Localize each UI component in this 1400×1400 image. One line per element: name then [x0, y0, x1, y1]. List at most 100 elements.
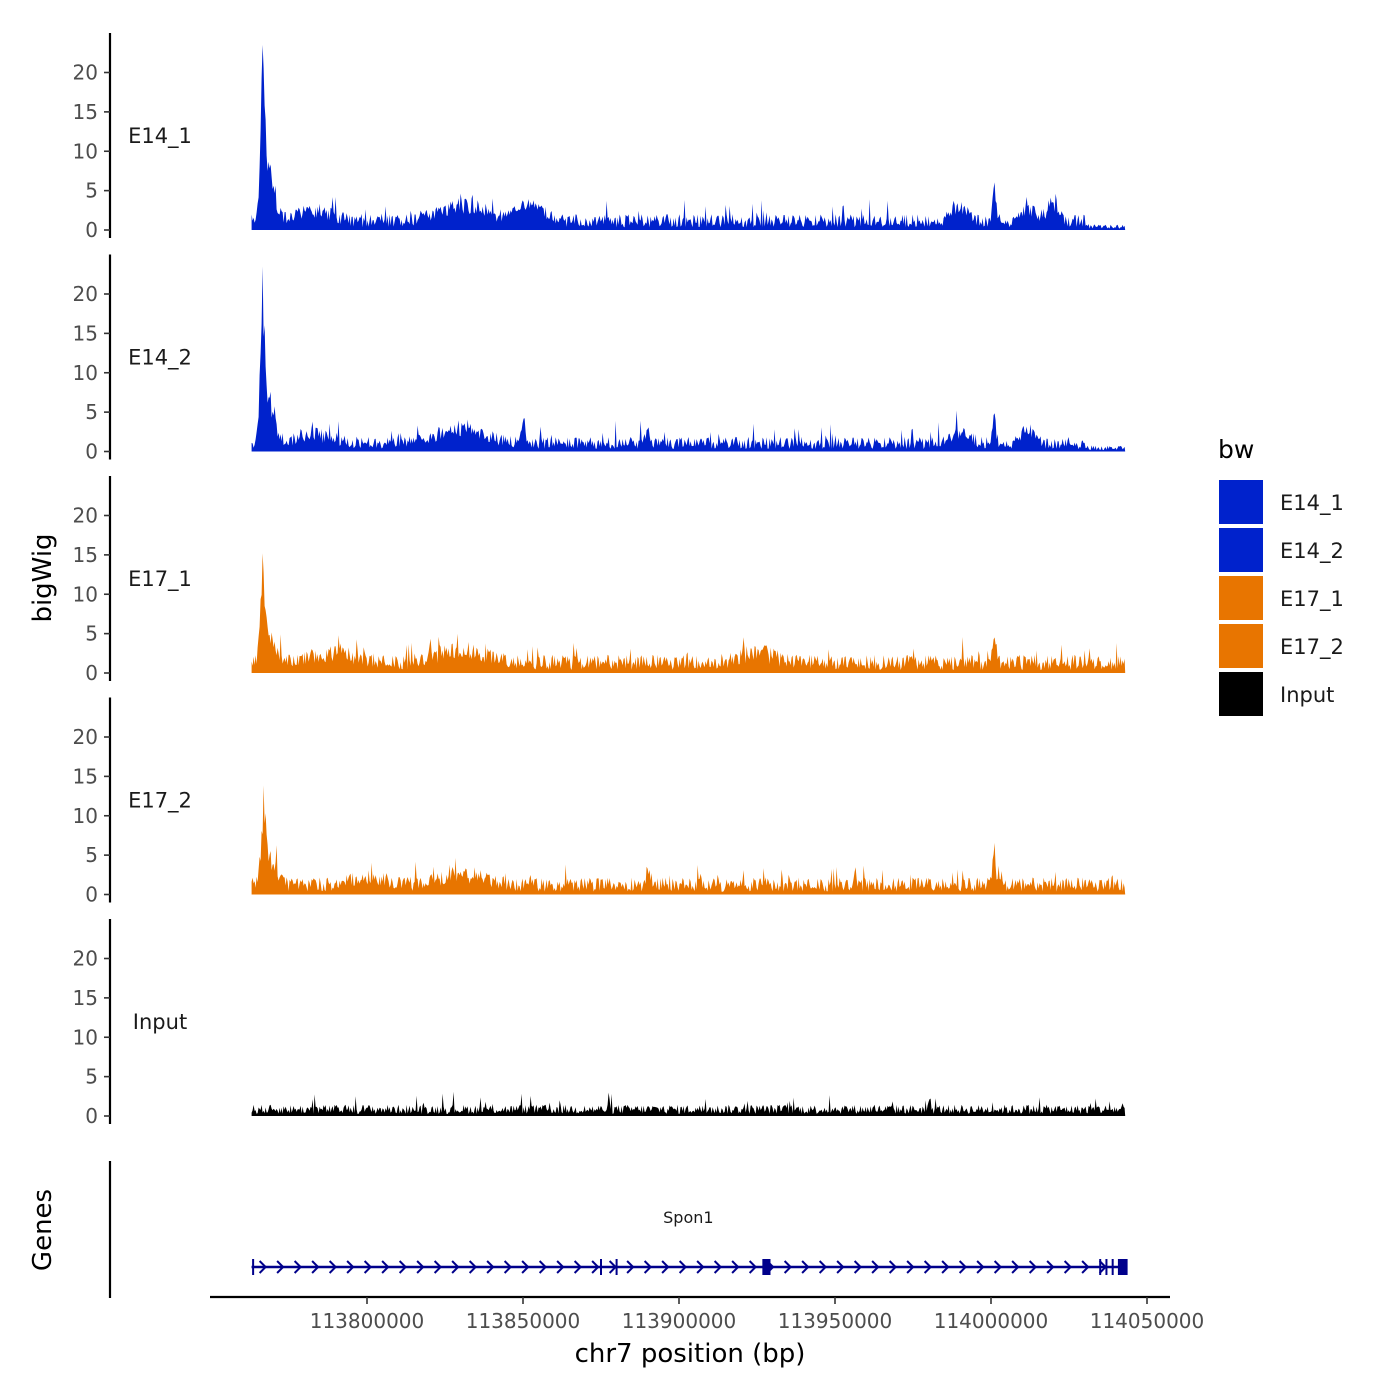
strand-arrow: [398, 1260, 408, 1274]
strand-arrow: [731, 1260, 740, 1274]
strand-arrow: [853, 1260, 863, 1274]
gene-name-label: Spon1: [663, 1208, 713, 1227]
y-tick-label: 10: [73, 804, 98, 828]
exon: [1117, 1259, 1120, 1275]
x-axis-title: chr7 position (bp): [575, 1339, 806, 1369]
track-e14-2: 0 5 10 15 20 E14_2: [73, 254, 1126, 464]
y-tick-label: 5: [85, 1065, 98, 1089]
strand-arrow: [906, 1260, 915, 1274]
y-tick-label: 5: [85, 400, 98, 424]
y-tick-label: 0: [85, 1104, 98, 1128]
strand-arrow: [661, 1260, 670, 1274]
y-tick-label: 20: [73, 504, 98, 528]
legend-label: Input: [1280, 683, 1334, 707]
strand-arrow: [521, 1260, 530, 1274]
y-tick-label: 0: [85, 661, 98, 685]
strand-arrow: [801, 1260, 810, 1274]
strand-arrow: [958, 1260, 968, 1274]
track-label: E17_2: [128, 789, 192, 814]
strand-arrow: [573, 1260, 583, 1274]
strand-arrow: [1063, 1260, 1073, 1274]
signal-area: [251, 266, 1126, 452]
track-e14-1: 0 5 10 15 20 E14_1: [73, 33, 1126, 242]
strand-arrow: [1028, 1260, 1038, 1274]
exon: [768, 1259, 771, 1275]
track-e17-1: 0 5 10 15 20 E17_1: [73, 476, 1126, 685]
strand-arrow: [276, 1260, 285, 1274]
strand-arrow: [871, 1260, 880, 1274]
strand-arrow: [783, 1260, 793, 1274]
x-tick-label: 114000000: [934, 1309, 1049, 1333]
strand-arrow: [486, 1260, 495, 1274]
exon: [1099, 1259, 1102, 1275]
track-label: E14_1: [128, 124, 192, 149]
y-tick-label: 10: [73, 582, 98, 606]
strand-arrow: [626, 1260, 635, 1274]
signal-area: [251, 785, 1126, 895]
y-tick-label: 0: [85, 218, 98, 242]
strand-arrow: [1011, 1260, 1020, 1274]
signal-area: [251, 553, 1126, 673]
strand-arrow: [643, 1260, 653, 1274]
legend-title: bw: [1218, 435, 1254, 464]
signal-area: [251, 1091, 1126, 1116]
strand-arrow: [346, 1260, 355, 1274]
strand-arrow: [748, 1260, 758, 1274]
strand-arrow: [258, 1260, 268, 1274]
strand-arrow: [888, 1260, 898, 1274]
legend-label: E14_2: [1280, 539, 1344, 564]
track-label: E14_2: [128, 346, 192, 371]
strand-arrow: [381, 1260, 390, 1274]
y-tick-label: 20: [73, 725, 98, 749]
y-tick-label: 10: [73, 361, 98, 385]
x-tick-label: 113850000: [466, 1309, 581, 1333]
legend-swatch: [1219, 672, 1263, 716]
strand-arrow: [836, 1260, 845, 1274]
strand-arrow: [713, 1260, 723, 1274]
strand-arrow: [433, 1260, 443, 1274]
exon: [1119, 1259, 1128, 1275]
signal-area: [251, 44, 1126, 231]
exon: [600, 1259, 602, 1275]
exon: [1111, 1259, 1114, 1275]
strand-arrow: [923, 1260, 933, 1274]
legend-swatch: [1219, 528, 1263, 572]
y-tick-label: 20: [73, 947, 98, 971]
strand-arrow: [538, 1260, 548, 1274]
y-tick-label: 10: [73, 139, 98, 163]
track-label: Input: [133, 1010, 187, 1034]
y-tick-label: 0: [85, 883, 98, 907]
y-tick-label: 5: [85, 622, 98, 646]
exon: [615, 1259, 618, 1275]
exon: [762, 1259, 771, 1275]
gene-track-title: Genes: [28, 1189, 58, 1271]
x-tick-label: 114050000: [1090, 1309, 1205, 1333]
legend-swatch: [1219, 576, 1263, 620]
legend-swatch: [1219, 480, 1263, 524]
strand-arrow: [503, 1260, 513, 1274]
strand-arrow: [941, 1260, 950, 1274]
strand-arrow: [416, 1260, 425, 1274]
y-tick-label: 15: [73, 100, 98, 124]
legend-label: E17_2: [1280, 635, 1344, 660]
legend-label: E14_1: [1280, 491, 1344, 516]
legend-label: E17_1: [1280, 587, 1344, 612]
strand-arrow: [363, 1260, 373, 1274]
strand-arrow: [591, 1260, 600, 1274]
strand-arrow: [1046, 1260, 1055, 1274]
strand-arrow: [556, 1260, 565, 1274]
strand-arrow: [993, 1260, 1003, 1274]
strand-arrow: [311, 1260, 320, 1274]
y-tick-label: 15: [73, 543, 98, 567]
y-tick-label: 20: [73, 282, 98, 306]
legend: bw E14_1 E14_2 E17_1 E17_2 Input: [1218, 435, 1344, 716]
strand-arrow: [328, 1260, 338, 1274]
exon: [1105, 1259, 1108, 1275]
y-tick-label: 10: [73, 1025, 98, 1049]
y-tick-label: 5: [85, 843, 98, 867]
y-axis-title: bigWig: [28, 533, 58, 622]
legend-swatch: [1219, 624, 1263, 668]
y-tick-label: 0: [85, 440, 98, 464]
strand-arrow: [678, 1260, 688, 1274]
